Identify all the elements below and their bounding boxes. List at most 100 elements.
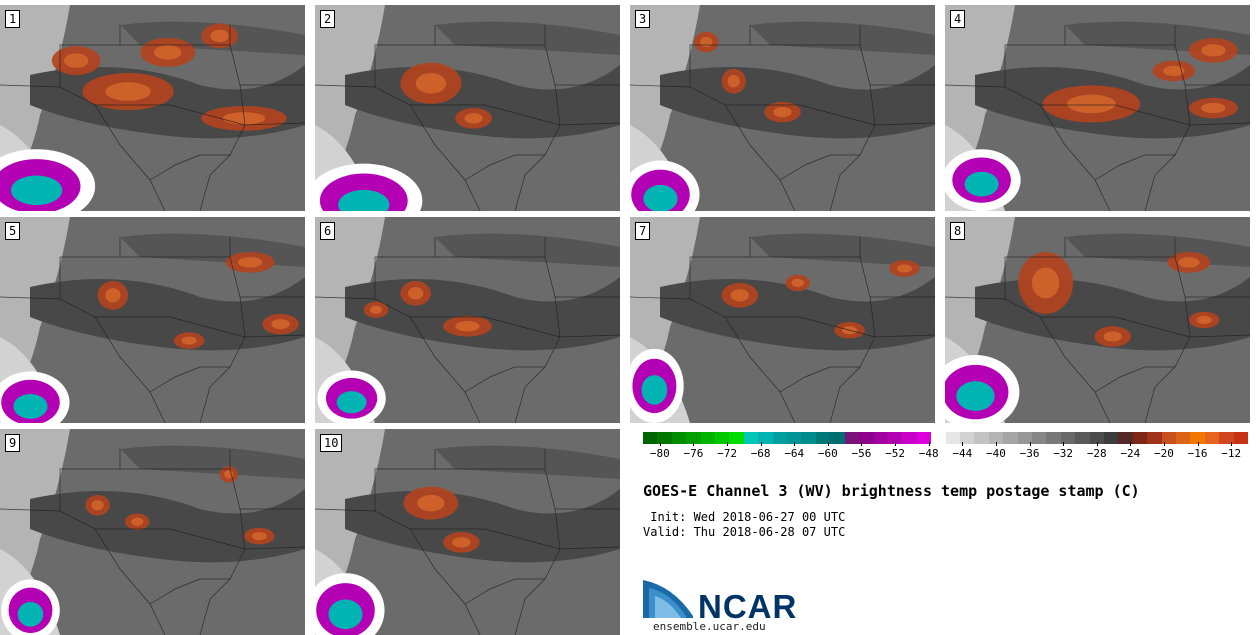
state-border [1004, 25, 1066, 87]
colorbar-tick-mark [727, 442, 729, 446]
colorbar-swatch [1118, 432, 1133, 444]
state-border [95, 316, 246, 338]
colorbar-tick-label: −12 [1221, 447, 1242, 460]
stamp-panel-4: 4 [945, 5, 1250, 211]
warm-core [1103, 331, 1122, 342]
stamp-number: 3 [635, 10, 651, 28]
colorbar-swatch [743, 432, 759, 444]
colorbar-swatch [1176, 432, 1191, 444]
state-border [874, 334, 935, 338]
state-border [689, 237, 751, 299]
colorbar-swatch [988, 432, 1004, 444]
warm-core [408, 287, 424, 300]
colorbar-swatch [1089, 432, 1104, 444]
colorbar-swatch [1060, 432, 1076, 444]
state-border [1040, 316, 1191, 338]
state-border [829, 44, 876, 211]
ncar-logo-icon [643, 580, 693, 618]
colorbar-swatch [974, 432, 989, 444]
colorbar-tick-mark [861, 442, 863, 446]
colorbar-swatch [815, 432, 831, 444]
warm-core [1031, 267, 1060, 299]
colorbar-tick-mark [1130, 442, 1132, 446]
state-border [199, 44, 246, 211]
stamp-number: 10 [320, 434, 343, 452]
warm-core [1163, 65, 1185, 77]
stamp-map [315, 217, 620, 423]
colorbar-swatch [715, 432, 730, 444]
state-border [199, 468, 246, 635]
stamp-number: 5 [5, 222, 21, 240]
state-border [244, 334, 305, 338]
warm-core [210, 29, 229, 43]
state-border [1189, 334, 1250, 338]
colorbar-tick-mark [1231, 442, 1233, 446]
stamp-number: 9 [5, 434, 21, 452]
state-border [945, 296, 1111, 423]
state-border [244, 122, 305, 126]
colorbar-tick-label: −60 [817, 447, 838, 460]
state-border [1040, 104, 1191, 126]
colorbar-swatch [1031, 432, 1047, 444]
colorbar-tick-label: −32 [1053, 447, 1074, 460]
colorbar-swatch [686, 432, 701, 444]
warm-core [105, 82, 151, 101]
state-border [464, 366, 545, 393]
colorbar-tick-mark [1029, 442, 1031, 446]
colorbar-swatch [657, 432, 672, 444]
colorbar-swatch [1219, 432, 1234, 444]
colorbar-tick-mark [1096, 442, 1098, 446]
stamp-number: 2 [320, 10, 336, 28]
colorbar-swatch [945, 432, 960, 444]
colorbar-swatch [1233, 432, 1249, 444]
stamp-map [0, 5, 305, 211]
stamp-map [315, 429, 620, 635]
state-border [0, 508, 166, 635]
colorbar-swatch [1161, 432, 1177, 444]
colorbar-swatch [1204, 432, 1220, 444]
stamp-number: 8 [950, 222, 966, 240]
stamp-panel-3: 3 [630, 5, 935, 211]
stamp-map [0, 217, 305, 423]
state-border [95, 528, 246, 550]
dry-band [750, 21, 935, 56]
stamp-panel-8: 8 [945, 217, 1250, 423]
cold-core [643, 184, 678, 211]
colorbar-swatch [643, 432, 658, 444]
state-border [410, 104, 561, 126]
state-border [315, 296, 481, 423]
colorbar-tick-label: −36 [1019, 447, 1040, 460]
stamp-number: 7 [635, 222, 651, 240]
colorbar-tick-mark [995, 442, 997, 446]
state-border [514, 44, 561, 211]
colorbar-swatch [671, 432, 687, 444]
colorbar-swatch [787, 432, 802, 444]
state-border [630, 84, 796, 211]
dry-band [120, 445, 305, 479]
state-border [559, 546, 620, 550]
colorbar-swatch [1190, 432, 1205, 444]
state-border [149, 366, 230, 393]
state-border [199, 256, 246, 423]
warm-core [452, 537, 471, 548]
warm-core [64, 53, 89, 68]
state-border [59, 25, 121, 87]
state-border [149, 578, 230, 605]
colorbar-swatch [1075, 432, 1090, 444]
colorbar-swatch [830, 432, 845, 444]
warm-core [105, 288, 121, 303]
colorbar-tick-mark [1163, 442, 1165, 446]
cold-core [641, 375, 668, 405]
colorbar-tick-label: −68 [750, 447, 771, 460]
valid-time: Valid: Thu 2018-06-28 07 UTC [643, 525, 846, 539]
state-border [779, 154, 860, 181]
stamp-panel-6: 6 [315, 217, 620, 423]
dry-band [435, 233, 620, 267]
warm-core [464, 113, 483, 124]
cold-core [17, 601, 44, 627]
colorbar-tick-mark [1197, 442, 1199, 446]
cold-core [964, 171, 999, 197]
warm-core [1067, 94, 1116, 114]
warm-core [251, 532, 267, 541]
colorbar-swatch [1046, 432, 1061, 444]
